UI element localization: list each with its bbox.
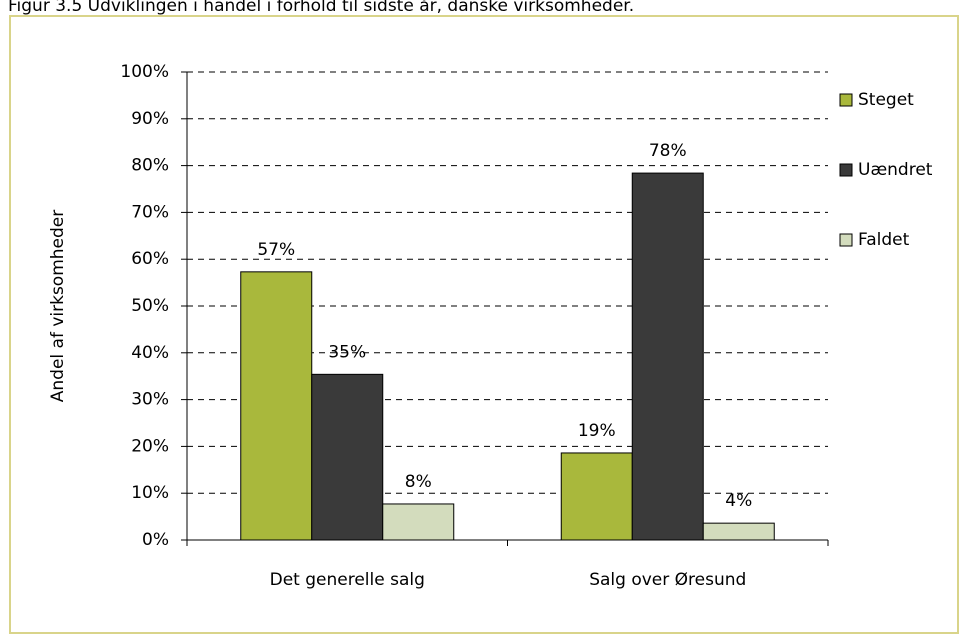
y-tick-label: 50% — [131, 296, 169, 316]
legend-swatch — [839, 163, 853, 177]
data-label: 78% — [649, 141, 687, 161]
data-label: 35% — [328, 342, 366, 362]
legend-label: Faldet — [858, 230, 910, 250]
frame — [9, 15, 959, 634]
y-tick-label: 40% — [131, 343, 169, 363]
y-tick-label: 30% — [131, 390, 169, 410]
y-tick-label: 0% — [142, 530, 169, 550]
y-tick-label: 20% — [131, 436, 169, 456]
data-label: 8% — [405, 472, 432, 492]
data-label: 19% — [578, 421, 616, 441]
legend-swatch — [839, 233, 853, 247]
y-tick-label: 70% — [131, 202, 169, 222]
data-label: 57% — [257, 240, 295, 260]
y-tick-label: 60% — [131, 249, 169, 269]
legend-swatch — [839, 93, 853, 107]
bar — [240, 271, 313, 541]
bar — [382, 503, 455, 541]
bar — [560, 452, 633, 541]
bar — [311, 373, 384, 541]
legend-label: Uændret — [858, 160, 933, 180]
y-tick-label: 90% — [131, 109, 169, 129]
data-label: 4% — [725, 491, 752, 511]
x-tick-label: Det generelle salg — [270, 570, 425, 590]
chart-title: Figur 3.5 Udviklingen i handel i forhold… — [8, 0, 634, 16]
legend-label: Steget — [858, 90, 914, 110]
y-tick-label: 100% — [120, 62, 169, 82]
x-tick-label: Salg over Øresund — [589, 570, 746, 590]
y-axis-label: Andel af virksomheder — [48, 210, 68, 403]
bar — [702, 522, 775, 541]
bar — [631, 172, 704, 541]
y-tick-label: 10% — [131, 483, 169, 503]
y-tick-label: 80% — [131, 156, 169, 176]
